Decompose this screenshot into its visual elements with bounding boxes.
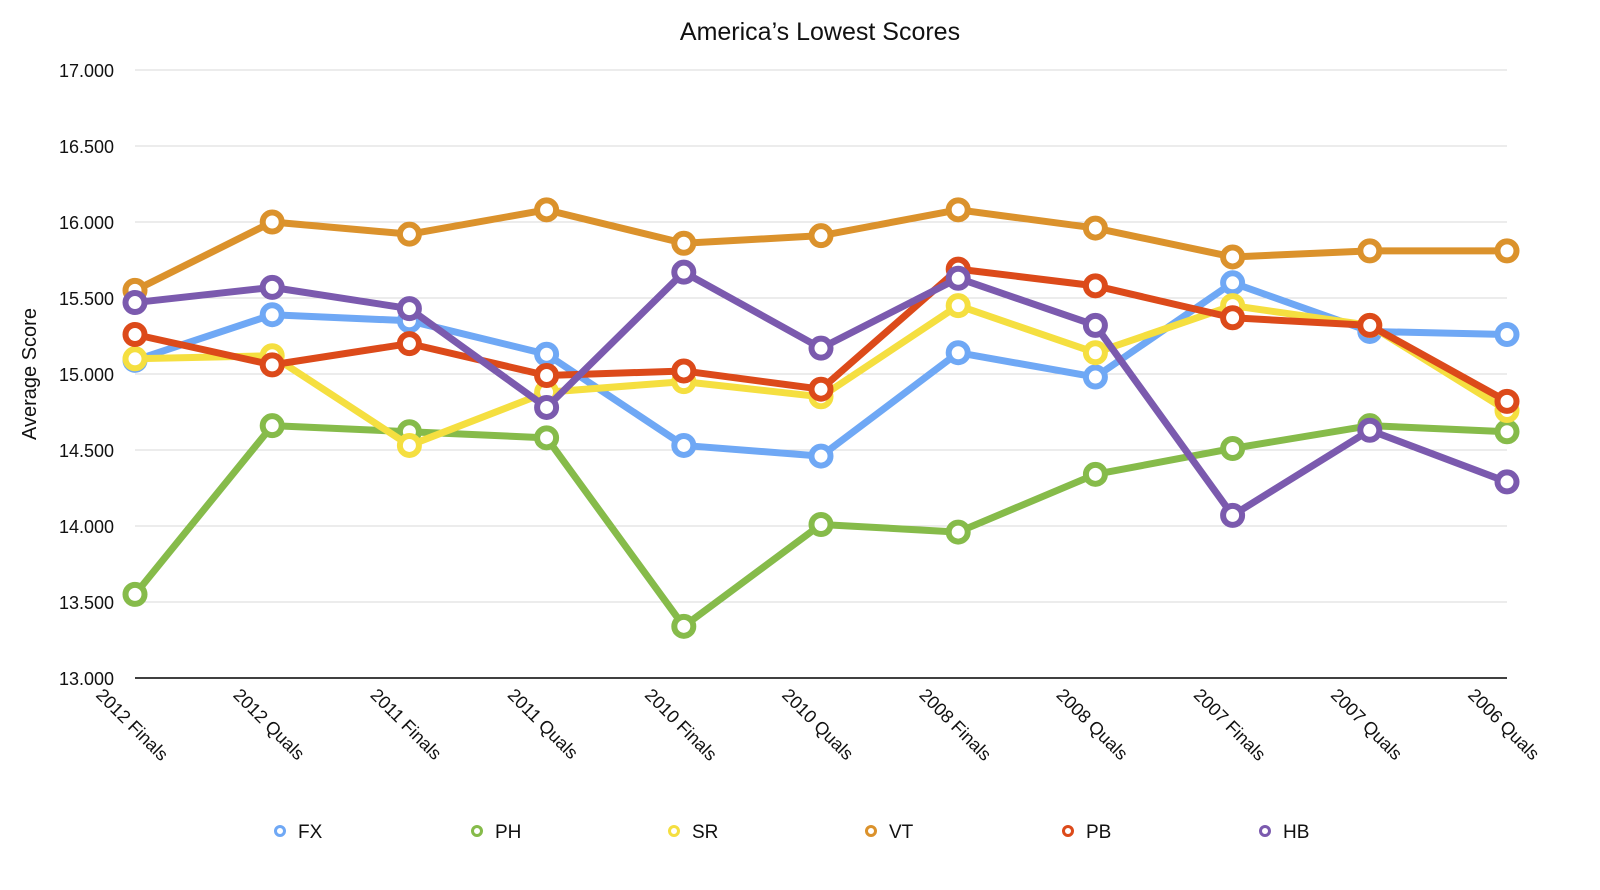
data-point [808,223,834,249]
legend-marker [668,825,680,837]
chart-title: America’s Lowest Scores [680,18,960,46]
data-point [808,335,834,361]
data-point [671,432,697,458]
y-tick-label: 13.500 [59,593,114,613]
data-point [122,346,148,372]
x-tick-label: 2008 Quals [1053,685,1132,764]
data-point [396,296,422,322]
data-point [534,394,560,420]
y-tick-label: 17.000 [59,61,114,81]
data-point [396,432,422,458]
data-point [1494,388,1520,414]
data-point [945,197,971,223]
legend-item-vt: VT [865,822,914,843]
x-tick-label: 2007 Finals [1190,685,1270,765]
data-point [1082,461,1108,487]
x-tick-label: 2011 Finals [367,685,446,764]
y-tick-label: 14.500 [59,441,114,461]
data-point [1220,305,1246,331]
data-point [1494,419,1520,445]
data-point [534,425,560,451]
x-tick-label: 2010 Quals [778,685,857,764]
data-point [671,259,697,285]
data-point [1220,502,1246,528]
data-point [945,293,971,319]
data-point [945,265,971,291]
data-point [1082,364,1108,390]
data-point [259,209,285,235]
x-tick-label: 2007 Quals [1327,685,1406,764]
data-point [259,352,285,378]
y-tick-label: 16.000 [59,213,114,233]
x-tick-label: 2008 Finals [915,685,995,765]
y-axis-label: Average Score [19,308,41,440]
data-point [808,511,834,537]
data-point [945,519,971,545]
data-point [1494,469,1520,495]
y-tick-label: 13.000 [59,669,114,689]
y-tick-label: 15.500 [59,289,114,309]
data-point [259,274,285,300]
legend-marker [1062,825,1074,837]
legend-item-hb: HB [1259,822,1309,843]
legend-label: FX [298,822,323,843]
data-point [122,581,148,607]
y-tick-label: 16.500 [59,137,114,157]
data-point [534,197,560,223]
legend-label: SR [692,822,718,843]
data-point [808,376,834,402]
legend-marker [865,825,877,837]
x-tick-label: 2012 Quals [229,685,308,764]
x-tick-label: 2006 Quals [1464,685,1543,764]
data-point [259,302,285,328]
legend-item-fx: FX [274,822,323,843]
data-point [1357,417,1383,443]
legend-label: PB [1086,822,1111,843]
series-hb [122,259,1520,528]
data-point [1220,435,1246,461]
data-point [1082,215,1108,241]
legend-item-pb: PB [1062,822,1111,843]
series-pb [122,256,1520,414]
data-point [1494,321,1520,347]
series-line [134,302,1509,449]
data-point [259,413,285,439]
legend-item-ph: PH [471,822,521,843]
series-vt [122,197,1520,303]
data-point [1082,273,1108,299]
data-point [1220,270,1246,296]
data-point [945,340,971,366]
legend-label: PH [495,822,521,843]
y-tick-label: 14.000 [59,517,114,537]
legend-marker [1259,825,1271,837]
legend-item-sr: SR [668,822,718,843]
data-point [1082,312,1108,338]
legend-marker [471,825,483,837]
data-point [671,613,697,639]
data-point [534,363,560,389]
y-tick-label: 15.000 [59,365,114,385]
data-point [122,321,148,347]
data-point [534,341,560,367]
x-tick-label: 2011 Quals [504,685,582,763]
legend-label: HB [1283,822,1309,843]
x-tick-label: 2010 Finals [641,685,721,765]
data-point [808,443,834,469]
data-point [671,230,697,256]
data-point [1494,238,1520,264]
x-tick-label: 2012 Finals [92,685,172,765]
data-point [1220,244,1246,270]
data-point [671,358,697,384]
data-point [1357,312,1383,338]
data-point [396,221,422,247]
legend-marker [274,825,286,837]
data-point [1082,340,1108,366]
data-point [396,331,422,357]
legend-label: VT [889,822,914,843]
data-point [1357,238,1383,264]
data-point [122,290,148,316]
